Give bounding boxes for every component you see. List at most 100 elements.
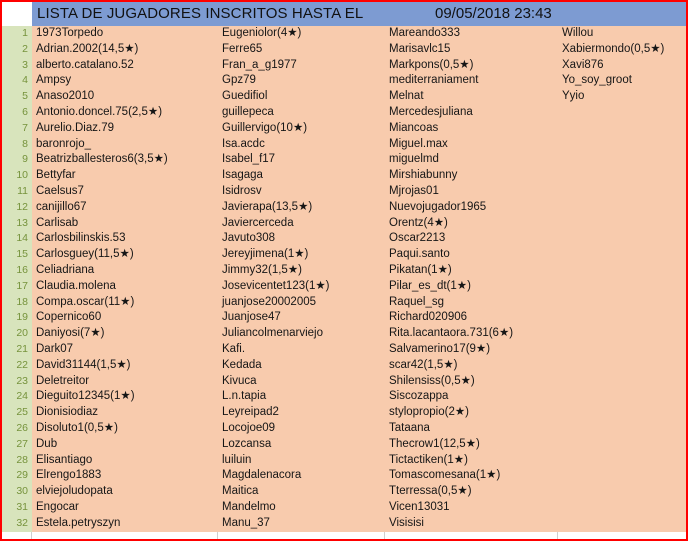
row-number[interactable]: 28 (2, 452, 32, 469)
player-cell-4[interactable] (558, 499, 686, 516)
player-cell-4[interactable] (558, 310, 686, 327)
player-cell-4[interactable] (558, 247, 686, 263)
player-cell-1[interactable]: Estela.petryszyn (32, 515, 218, 532)
row-number[interactable]: 14 (2, 231, 32, 248)
player-cell-3[interactable]: Raquel_sg (385, 294, 558, 311)
player-cell-1[interactable]: 1973Torpedo (32, 26, 218, 42)
player-cell-2[interactable]: Isa.acdc (218, 136, 385, 153)
player-cell-3[interactable]: Siscozappa (385, 389, 558, 406)
player-cell-3[interactable]: Vicen13031 (385, 499, 558, 516)
player-cell-4[interactable] (558, 484, 686, 500)
player-cell-4[interactable] (558, 294, 686, 311)
player-cell-1[interactable]: Carlosbilinskis.53 (32, 231, 218, 248)
player-cell-1[interactable]: Carlosguey(11,5★) (32, 247, 218, 263)
row-number[interactable]: 24 (2, 389, 32, 406)
player-cell-2[interactable]: Locojoe09 (218, 420, 385, 437)
player-cell-4[interactable] (558, 357, 686, 374)
player-cell-1[interactable]: elviejoludopata (32, 484, 218, 500)
player-cell-3[interactable]: Oscar2213 (385, 231, 558, 248)
player-cell-1[interactable]: Elrengo1883 (32, 468, 218, 485)
row-number[interactable]: 29 (2, 468, 32, 485)
player-cell-3[interactable]: Marisavlc15 (385, 41, 558, 58)
row-number[interactable]: 12 (2, 199, 32, 216)
row-number[interactable]: 30 (2, 484, 32, 500)
player-cell-4[interactable] (558, 136, 686, 153)
player-cell-3[interactable]: Tictactiken(1★) (385, 452, 558, 469)
player-cell-2[interactable]: Isagaga (218, 168, 385, 184)
row-number[interactable]: 5 (2, 89, 32, 105)
player-cell-3[interactable]: Orentz(4★) (385, 215, 558, 232)
row-number[interactable]: 1 (2, 26, 32, 42)
title-bar-cell[interactable]: LISTA DE JUGADORES INSCRITOS HASTA EL 09… (32, 2, 686, 26)
player-cell-4[interactable] (558, 152, 686, 169)
row-number[interactable]: 22 (2, 357, 32, 374)
player-cell-2[interactable]: Manu_37 (218, 515, 385, 532)
player-cell-4[interactable] (558, 278, 686, 295)
player-cell-3[interactable]: stylopropio(2★) (385, 405, 558, 421)
player-cell-4[interactable] (558, 341, 686, 358)
corner-cell[interactable] (2, 2, 32, 26)
player-cell-3[interactable]: Visisisi (385, 515, 558, 532)
player-cell-1[interactable]: Deletreitor (32, 373, 218, 390)
player-cell-3[interactable]: Tataana (385, 420, 558, 437)
row-number[interactable]: 26 (2, 420, 32, 437)
player-cell-1[interactable]: Disoluto1(0,5★) (32, 420, 218, 437)
row-number[interactable]: 15 (2, 247, 32, 263)
player-cell-3[interactable]: Richard020906 (385, 310, 558, 327)
player-cell-4[interactable] (558, 215, 686, 232)
player-cell-4[interactable] (558, 436, 686, 453)
player-cell-2[interactable]: Javiercerceda (218, 215, 385, 232)
player-cell-1[interactable]: Aurelio.Diaz.79 (32, 120, 218, 137)
player-cell-3[interactable]: Mercedesjuliana (385, 104, 558, 121)
player-cell-2[interactable]: Kivuca (218, 373, 385, 390)
player-cell-3[interactable]: Shilensiss(0,5★) (385, 373, 558, 390)
player-cell-1[interactable]: Dieguito12345(1★) (32, 389, 218, 406)
player-cell-4[interactable]: Willou (558, 26, 686, 42)
player-cell-3[interactable]: mediterraniament (385, 73, 558, 90)
player-cell-4[interactable] (558, 373, 686, 390)
player-cell-2[interactable]: Juanjose47 (218, 310, 385, 327)
player-cell-2[interactable]: Javuto308 (218, 231, 385, 248)
player-cell-2[interactable]: Isidrosv (218, 183, 385, 200)
player-cell-3[interactable]: Markpons(0,5★) (385, 57, 558, 74)
row-number[interactable]: 31 (2, 499, 32, 516)
row-number[interactable]: 21 (2, 341, 32, 358)
player-cell-2[interactable]: luiluin (218, 452, 385, 469)
player-cell-2[interactable]: Josevicentet123(1★) (218, 278, 385, 295)
player-cell-4[interactable] (558, 262, 686, 279)
player-cell-4[interactable]: Xabiermondo(0,5★) (558, 41, 686, 58)
row-number[interactable]: 16 (2, 262, 32, 279)
row-number[interactable]: 8 (2, 136, 32, 153)
player-cell-2[interactable]: Fran_a_g1977 (218, 57, 385, 74)
player-cell-2[interactable]: Magdalenacora (218, 468, 385, 485)
player-cell-3[interactable]: Melnat (385, 89, 558, 105)
player-cell-3[interactable]: Tomascomesana(1★) (385, 468, 558, 485)
player-cell-2[interactable]: Guedifiol (218, 89, 385, 105)
player-cell-4[interactable] (558, 326, 686, 342)
row-number[interactable]: 10 (2, 168, 32, 184)
player-cell-3[interactable]: Mirshiabunny (385, 168, 558, 184)
player-cell-2[interactable]: Leyreipad2 (218, 405, 385, 421)
player-cell-2[interactable]: Juliancolmenarviejo (218, 326, 385, 342)
player-cell-2[interactable]: guillepeca (218, 104, 385, 121)
player-cell-4[interactable] (558, 183, 686, 200)
player-cell-1[interactable]: David31144(1,5★) (32, 357, 218, 374)
player-cell-4[interactable] (558, 468, 686, 485)
row-number[interactable]: 18 (2, 294, 32, 311)
player-cell-1[interactable]: Claudia.molena (32, 278, 218, 295)
player-cell-1[interactable]: Anaso2010 (32, 89, 218, 105)
player-cell-2[interactable]: Gpz79 (218, 73, 385, 90)
row-number[interactable]: 27 (2, 436, 32, 453)
player-cell-2[interactable]: Javierapa(13,5★) (218, 199, 385, 216)
row-number[interactable]: 13 (2, 215, 32, 232)
player-cell-4[interactable] (558, 120, 686, 137)
player-cell-2[interactable]: Jimmy32(1,5★) (218, 262, 385, 279)
row-number[interactable]: 6 (2, 104, 32, 121)
player-cell-2[interactable]: Eugeniolor(4★) (218, 26, 385, 42)
player-cell-3[interactable]: Nuevojugador1965 (385, 199, 558, 216)
player-cell-1[interactable]: Compa.oscar(11★) (32, 294, 218, 311)
player-cell-2[interactable]: juanjose20002005 (218, 294, 385, 311)
player-cell-4[interactable] (558, 199, 686, 216)
player-cell-1[interactable]: Engocar (32, 499, 218, 516)
player-cell-1[interactable]: Elisantiago (32, 452, 218, 469)
